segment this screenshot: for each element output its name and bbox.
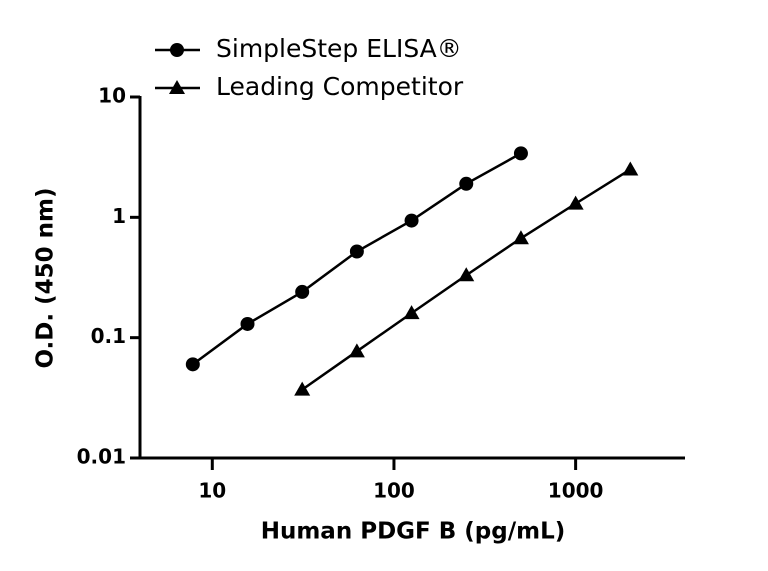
marker [240,316,255,331]
marker [294,381,311,396]
marker [567,195,584,210]
x-tick-label: 100 [373,479,415,503]
marker [295,284,310,299]
x-tick-label: 1000 [548,479,604,503]
marker [512,230,529,245]
marker [404,213,419,228]
marker [458,267,475,282]
x-axis-title: Human PDGF B (pg/mL) [261,519,566,545]
marker [513,146,528,161]
marker [403,305,420,320]
y-tick-label: 0.1 [91,324,126,348]
marker [459,176,474,191]
y-tick-label: 0.01 [77,445,126,469]
y-tick-label: 1 [112,204,126,228]
legend-label: SimpleStep ELISA® [216,34,462,63]
x-tick-label: 10 [198,479,226,503]
legend-label: Leading Competitor [216,72,464,101]
marker [169,80,185,94]
marker [349,244,364,259]
y-tick-label: 10 [98,84,126,108]
marker [170,43,184,57]
marker [185,357,200,372]
y-axis-title: O.D. (450 nm) [33,187,59,368]
marker [622,161,639,176]
marker [348,343,365,358]
